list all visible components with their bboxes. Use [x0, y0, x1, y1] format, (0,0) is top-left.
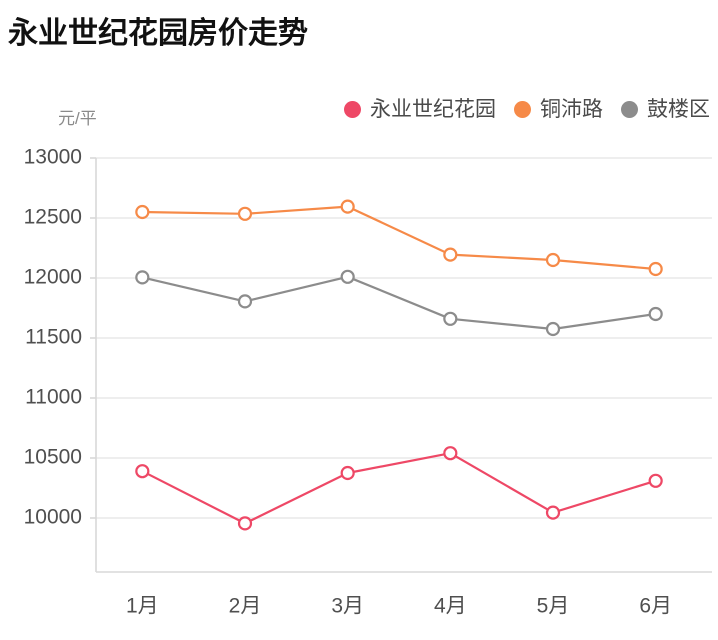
data-series-group	[135, 199, 663, 531]
legend-item-yongye[interactable]: 永业世纪花园	[344, 99, 496, 120]
grid-lines	[96, 157, 712, 519]
data-point-marker	[135, 204, 150, 220]
data-point-marker	[545, 505, 561, 520]
legend-item-label: 铜沛路	[540, 98, 603, 121]
legend-item-tongpeilu[interactable]: 铜沛路	[514, 99, 603, 120]
x-tick-label: 6月	[639, 595, 672, 618]
x-tick-label: 2月	[229, 595, 262, 618]
y-tick-label: 10000	[24, 506, 82, 529]
legend-color-dot-icon	[621, 101, 638, 118]
data-point-marker	[443, 311, 458, 326]
chart-legend: 永业世纪花园 铜沛路 鼓楼区	[344, 99, 710, 120]
legend-color-dot-icon	[344, 101, 361, 118]
series-line-3	[141, 275, 657, 331]
x-tick-label: 5月	[537, 595, 570, 618]
y-tick-label: 12000	[24, 266, 82, 289]
data-point-marker	[237, 516, 253, 531]
data-point-marker	[443, 247, 458, 262]
data-point-marker	[135, 270, 150, 285]
data-point-marker	[237, 206, 253, 221]
x-axis-tick-labels: 1月 2月 3月 4月 5月 6月	[126, 595, 672, 618]
data-point-marker	[135, 464, 150, 479]
data-point-marker	[340, 269, 355, 284]
y-tick-label: 11000	[25, 386, 82, 409]
data-point-marker	[237, 294, 253, 309]
data-point-marker	[648, 306, 663, 322]
y-tick-label: 12500	[24, 206, 82, 229]
x-tick-label: 3月	[331, 595, 364, 618]
data-point-marker	[340, 465, 355, 481]
x-tick-label: 4月	[434, 595, 467, 618]
legend-item-label: 鼓楼区	[647, 98, 710, 121]
legend-item-label: 永业世纪花园	[370, 98, 496, 121]
legend-color-dot-icon	[514, 101, 531, 118]
axis-lines	[90, 157, 712, 573]
y-axis-unit-label: 元/平	[58, 109, 97, 128]
data-point-marker	[340, 199, 355, 214]
legend-item-gulouqu[interactable]: 鼓楼区	[621, 99, 710, 120]
series-line-1	[141, 452, 657, 525]
y-axis-tick-labels: 13000 12500 12000 11500 11000 10500 10000	[24, 146, 82, 529]
y-tick-label: 13000	[24, 146, 82, 169]
data-point-marker	[443, 446, 458, 461]
y-tick-label: 11500	[25, 326, 82, 349]
series-line-2	[141, 205, 657, 271]
page-title: 永业世纪花园房价走势	[8, 17, 308, 50]
data-point-marker	[648, 261, 663, 277]
x-tick-label: 1月	[126, 595, 159, 618]
data-point-marker	[545, 321, 561, 337]
y-tick-label: 10500	[24, 446, 82, 469]
data-point-marker	[545, 252, 561, 268]
data-point-marker	[648, 473, 663, 488]
